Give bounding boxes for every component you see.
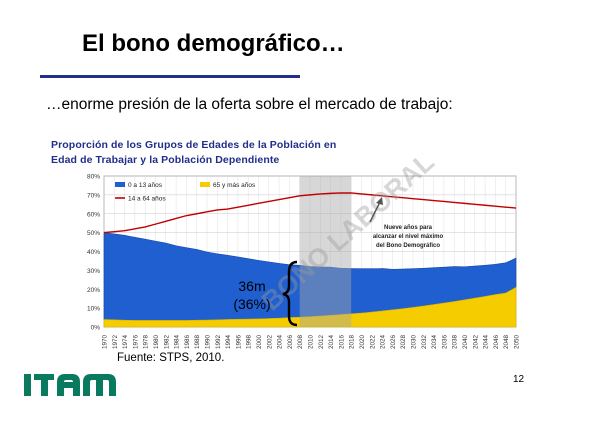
x-tick-label: 1976 (132, 334, 139, 349)
peak-arrow-shaft (369, 201, 381, 223)
x-tick-label: 1996 (235, 334, 242, 349)
x-tick-label: 1970 (102, 334, 109, 349)
x-tick-label: 2038 (452, 334, 459, 349)
x-tick-label: 1992 (215, 334, 222, 349)
y-tick-label: 40% (87, 249, 100, 256)
x-tick-label: 2042 (472, 334, 479, 349)
highlight-band (299, 176, 352, 327)
legend-label-0-13: 0 a 13 años (128, 182, 163, 189)
slide-title: El bono demográfico… (82, 30, 345, 57)
page-number: 12 (513, 374, 525, 385)
x-tick-label: 2050 (514, 334, 521, 349)
x-tick-label: 1998 (246, 334, 253, 349)
x-tick-label: 1982 (163, 334, 170, 349)
x-tick-label: 1990 (205, 334, 212, 349)
x-tick-label: 2006 (287, 334, 294, 349)
legend-swatch-65-plus (200, 182, 210, 187)
x-tick-label: 1980 (153, 334, 160, 349)
title-underline (40, 75, 300, 78)
x-tick-label: 2022 (369, 334, 376, 349)
highlight-band-group (299, 176, 352, 327)
area-series (103, 232, 517, 328)
x-tick-label: 1984 (174, 334, 181, 349)
x-tick-label: 2004 (277, 334, 284, 349)
legend-swatch-0-13 (115, 182, 125, 187)
peak-note-line: alcanzar el nivel máximo (373, 234, 444, 240)
legend-label-65-plus: 65 y más años (213, 182, 256, 189)
area-series-65-plus (103, 286, 517, 328)
brace-label-value: 36m (238, 278, 265, 294)
chart-title-line-2: Edad de Trabajar y la Población Dependie… (51, 154, 280, 166)
slide-subtitle: …enorme presión de la oferta sobre el me… (46, 96, 453, 113)
x-tick-label: 2018 (349, 334, 356, 349)
x-tick-label: 1974 (122, 334, 129, 349)
y-tick-label: 0% (91, 325, 101, 332)
peak-note-line: Nueve años para (384, 225, 433, 231)
brace-label-percent: (36%) (233, 296, 270, 312)
x-tick-label: 2024 (380, 334, 387, 349)
x-tick-label: 2032 (421, 334, 428, 349)
x-tick-label: 1972 (112, 334, 119, 349)
y-tick-label: 60% (87, 211, 100, 218)
brace (282, 260, 298, 327)
x-tick-label: 2012 (318, 334, 325, 349)
x-tick-label: 2044 (483, 334, 490, 349)
y-tick-label: 10% (87, 306, 100, 313)
x-tick-label: 2036 (441, 334, 448, 349)
y-tick-label: 70% (87, 192, 100, 199)
y-tick-label: 20% (87, 287, 100, 294)
y-tick-label: 80% (87, 174, 100, 181)
x-tick-label: 2010 (308, 334, 315, 349)
line-series-14-64 (103, 192, 517, 234)
y-tick-label: 50% (87, 230, 100, 237)
legend: 0 a 13 años 65 y más años 14 a 64 años (115, 182, 256, 203)
peak-note-line: del Bono Demográfico (376, 243, 440, 249)
itam-logo (24, 374, 116, 396)
source-note: Fuente: STPS, 2010. (117, 352, 225, 364)
chart-title-line-1: Proporción de los Grupos de Edades de la… (51, 139, 337, 151)
x-tick-label: 2008 (297, 334, 304, 349)
x-tick-label: 1978 (143, 334, 150, 349)
x-tick-label: 1988 (194, 334, 201, 349)
x-tick-label: 2016 (338, 334, 345, 349)
x-tick-label: 2020 (359, 334, 366, 349)
y-tick-label: 30% (87, 268, 100, 275)
x-tick-label: 2000 (256, 334, 263, 349)
x-tick-label: 1986 (184, 334, 191, 349)
legend-label-14-64: 14 a 64 años (128, 196, 166, 203)
peak-arrow-head (376, 197, 383, 205)
x-tick-label: 2048 (503, 334, 510, 349)
x-tick-label: 1994 (225, 334, 232, 349)
x-tick-label: 2028 (400, 334, 407, 349)
x-tick-label: 2034 (431, 334, 438, 349)
axes: 0%10%20%30%40%50%60%70%80%1970 1972 1974 19… (87, 174, 521, 350)
x-tick-label: 2002 (266, 334, 273, 349)
x-tick-label: 2030 (411, 334, 418, 349)
line-series (103, 192, 517, 234)
x-tick-label: 2026 (390, 334, 397, 349)
x-tick-label: 2014 (328, 334, 335, 349)
x-tick-label: 2040 (462, 334, 469, 349)
x-tick-label: 2046 (493, 334, 500, 349)
